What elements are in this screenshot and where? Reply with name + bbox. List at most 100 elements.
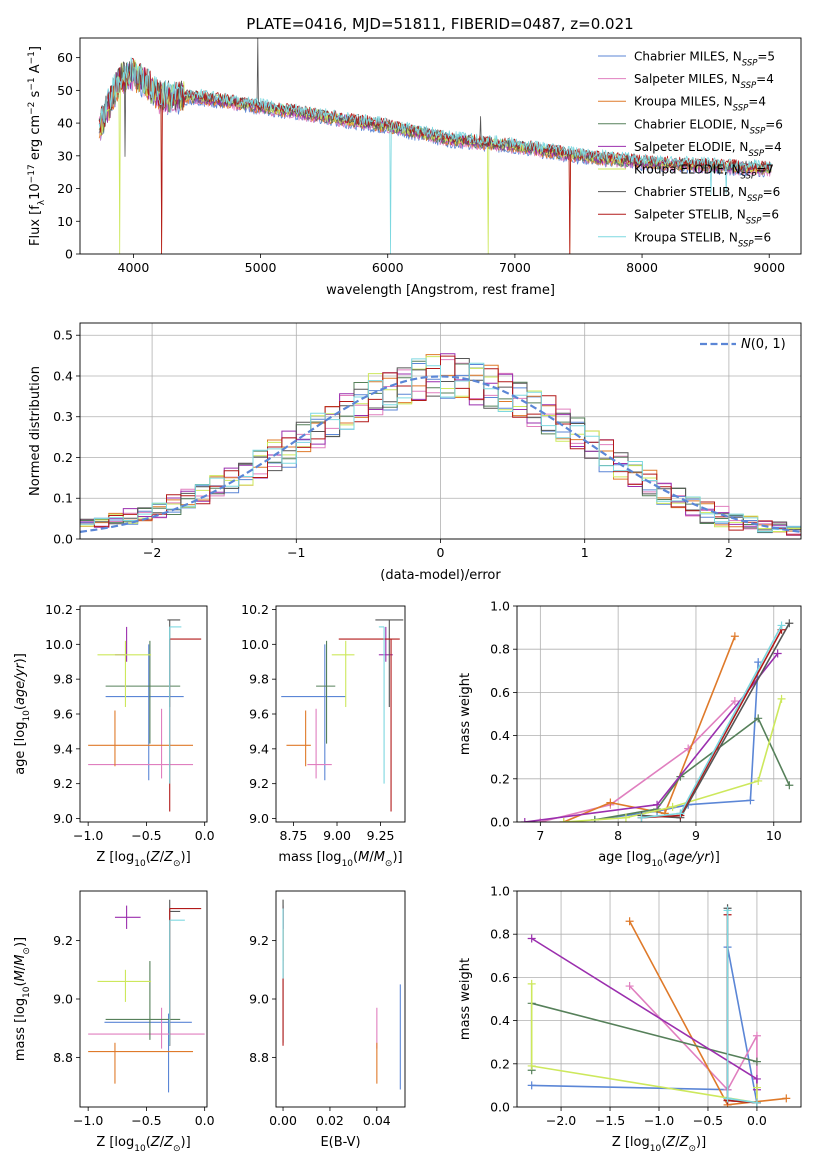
weight-marker: [752, 1083, 761, 1092]
weight-marker: [730, 632, 739, 641]
y-tick-label: 50: [57, 83, 73, 98]
legend-label-count: =6: [765, 117, 783, 131]
weight-marker: [723, 1094, 732, 1103]
label-part: M: [13, 955, 28, 966]
label-part: 10: [650, 1144, 662, 1154]
x-tick-label: −1: [287, 545, 305, 560]
axes-frame: [79, 37, 802, 255]
label-part: 10: [342, 859, 354, 869]
y-tick-label: 9.2: [53, 776, 73, 791]
y-axis-label: mass weight: [458, 958, 473, 1040]
legend-label-sub: SSP: [741, 81, 757, 91]
x-tick-label: 0.0: [195, 1113, 215, 1128]
weight-line: [531, 947, 758, 1103]
weight-marker: [754, 714, 763, 723]
legend-label-text: Kroupa STELIB, N: [634, 230, 738, 244]
y-tick-label: 0.6: [490, 970, 510, 985]
x-tick-label: 8.75: [280, 828, 308, 843]
y-tick-label: 9.2: [249, 933, 269, 948]
label-part: (0, 1): [751, 337, 786, 352]
label-part: /: [13, 965, 28, 970]
y-tick-label: 10: [57, 214, 73, 229]
legend-label-count: =4: [764, 140, 782, 154]
y-tick-label: 0.2: [490, 1056, 510, 1071]
y-tick-label: 9.8: [53, 672, 73, 687]
x-tick-label: 5000: [245, 260, 277, 275]
x-tick-label: 0.0: [195, 828, 215, 843]
weight-line: [629, 985, 758, 1103]
legend-label-sub: SSP: [746, 217, 762, 227]
label-part: (: [661, 1135, 666, 1150]
x-tick-label: −2.0: [546, 1113, 576, 1128]
y-tick-label: 9.2: [249, 776, 269, 791]
legend-label-text: Salpeter STELIB, N: [634, 208, 746, 222]
y-tick-label: 10.0: [241, 637, 269, 652]
label-part: ]: [28, 46, 43, 51]
legend-label-sub: SSP: [747, 194, 763, 204]
y-axis-label: Flux [fλ10−17 erg cm−2 s−1 A−1]: [27, 46, 47, 246]
y-tick-label: 9.4: [249, 741, 269, 756]
label-part: −1: [27, 77, 37, 90]
label-part: 10: [651, 859, 663, 869]
label-part: (: [146, 1135, 151, 1150]
spectrum-line: [98, 57, 772, 254]
label-part: age/yr: [668, 850, 711, 865]
label-part: A: [28, 64, 43, 77]
label-part: −17: [27, 164, 37, 183]
y-tick-label: 8.8: [53, 1050, 73, 1065]
x-tick-label: 10: [766, 828, 782, 843]
legend-label-text: Kroupa MILES, N: [634, 95, 733, 109]
x-tick-label: −0.5: [131, 828, 161, 843]
legend-label: Salpeter STELIB, NSSP=6: [634, 208, 779, 227]
y-tick-label: 0.0: [490, 1100, 510, 1115]
weight-marker: [653, 800, 662, 809]
label-part: M: [374, 850, 385, 865]
weight-line: [531, 937, 758, 1090]
y-axis-label: mass weight: [458, 673, 473, 755]
x-tick-label: 7000: [499, 260, 531, 275]
x-axis-label: (data-model)/error: [380, 568, 501, 583]
x-tick-label: 9.25: [367, 828, 395, 843]
label-part: (: [146, 850, 151, 865]
y-tick-label: 9.0: [249, 811, 269, 826]
label-part: ⊙: [385, 859, 393, 869]
weight-marker: [723, 906, 732, 915]
y-tick-label: 9.0: [53, 811, 73, 826]
figure-title: PLATE=0416, MJD=51811, FIBERID=0487, z=0…: [246, 15, 633, 33]
axes-frame: [79, 890, 208, 1108]
weight-marker: [754, 776, 763, 785]
weight-marker: [637, 813, 646, 822]
weight-marker: [752, 1031, 761, 1040]
weight-marker: [625, 982, 634, 991]
weight-line: [540, 700, 736, 822]
x-tick-label: 9000: [753, 260, 785, 275]
weight-line: [726, 914, 757, 1104]
weight-line: [524, 653, 779, 822]
legend-label-text: Chabrier ELODIE, N: [634, 117, 750, 131]
y-tick-label: 1.0: [490, 599, 510, 614]
label-part: ⊙: [688, 1144, 696, 1154]
weight-line: [530, 983, 758, 1104]
legend-label: Chabrier ELODIE, NSSP=6: [634, 117, 783, 136]
y-tick-label: 0.2: [53, 450, 73, 465]
axes-frame: [79, 322, 802, 540]
legend-label-sub: SSP: [741, 172, 757, 182]
histogram-step: [80, 358, 801, 532]
y-tick-label: 60: [57, 50, 73, 65]
x-tick-label: 8000: [626, 260, 658, 275]
label-part: mass [log: [13, 998, 28, 1061]
label-part: λ: [37, 199, 47, 205]
label-part: Z: [163, 1135, 174, 1150]
weight-line: [563, 635, 736, 822]
y-tick-label: 9.0: [249, 992, 269, 1007]
label-part: ⊙: [22, 947, 32, 955]
label-part: Flux [f: [28, 205, 43, 246]
weight-marker: [782, 1094, 791, 1103]
label-part: /: [160, 1135, 165, 1150]
weight-marker: [773, 649, 782, 658]
y-tick-label: 10.0: [45, 637, 73, 652]
panel-residuals: −2 −1 0 1 2 0.0 0.1 0.2 0.3 0.4 0.5 N(0, 1) (data-mo…: [28, 322, 802, 583]
weight-marker: [668, 802, 677, 811]
axes-frame: [275, 605, 406, 823]
